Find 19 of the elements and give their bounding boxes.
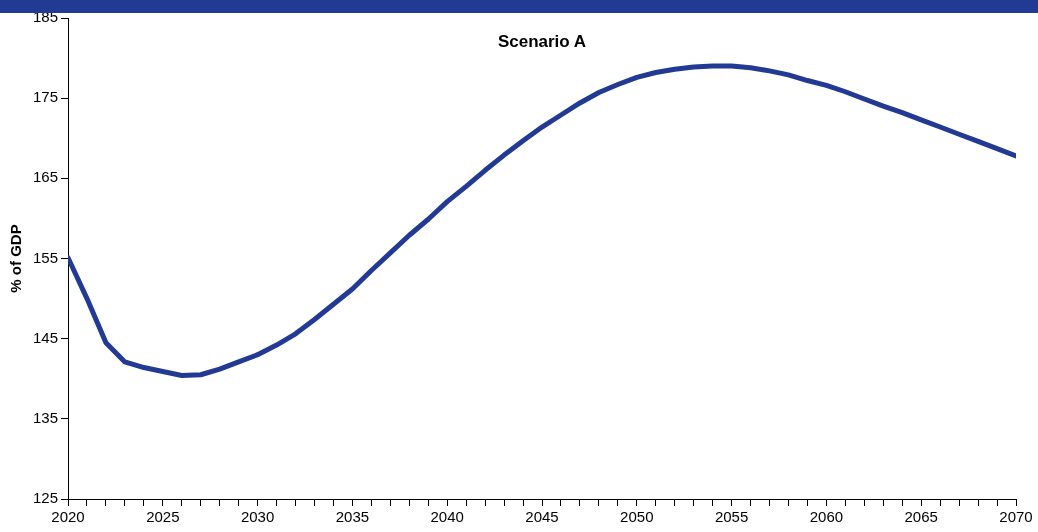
x-tick-label: 2020 xyxy=(51,508,85,526)
x-tick-label: 2030 xyxy=(240,508,275,526)
y-tick-label: 175 xyxy=(33,88,59,106)
x-tick-label: 2035 xyxy=(335,508,370,526)
x-tick-label: 2040 xyxy=(430,508,464,526)
x-tick-label: 2055 xyxy=(714,508,749,526)
y-tick-label: 125 xyxy=(33,489,59,507)
y-tick-label: 165 xyxy=(33,168,59,186)
x-tick-label: 2025 xyxy=(146,508,180,526)
y-tick-label: 135 xyxy=(33,408,59,426)
y-axis-title: % of GDP xyxy=(7,224,25,293)
x-tick-label: 2070 xyxy=(999,508,1033,526)
x-tick-label: 2060 xyxy=(809,508,844,526)
x-tick-label: 2050 xyxy=(620,508,654,526)
y-tick-label: 155 xyxy=(33,248,59,266)
text: Scenario A xyxy=(497,31,587,51)
y-tick-label: 145 xyxy=(33,328,59,346)
x-tick-label: 2065 xyxy=(904,508,938,526)
x-tick-label: 2045 xyxy=(525,508,559,526)
